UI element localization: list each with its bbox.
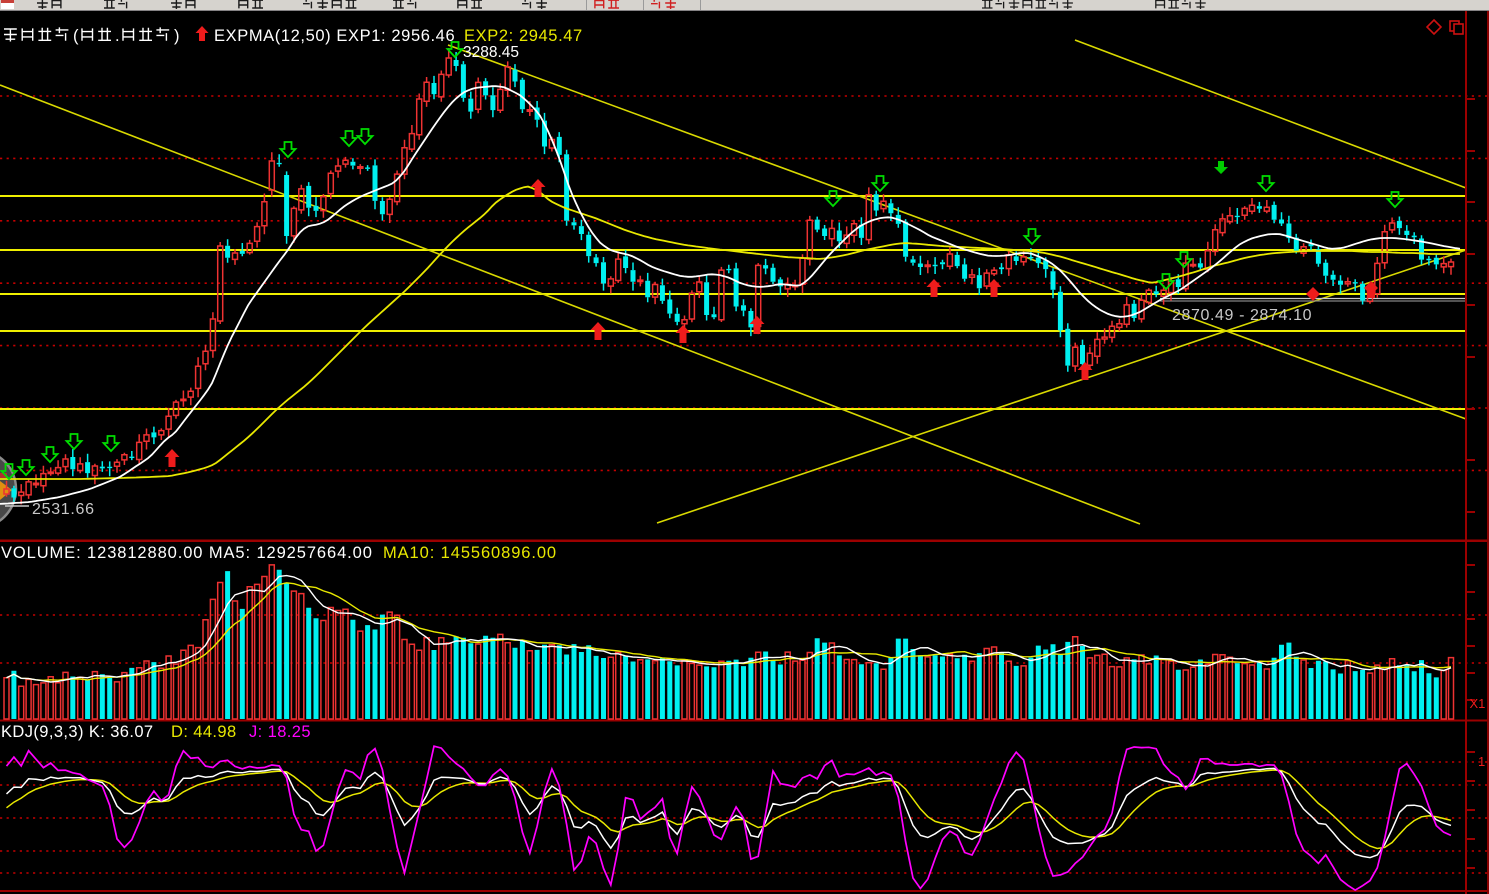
svg-text:MA10: 145560896.00: MA10: 145560896.00 bbox=[383, 544, 557, 562]
svg-text:2531.66: 2531.66 bbox=[32, 501, 95, 518]
svg-text:3288.45: 3288.45 bbox=[463, 44, 519, 61]
svg-text:D: 44.98: D: 44.98 bbox=[171, 723, 237, 741]
svg-text:1: 1 bbox=[1478, 754, 1485, 769]
svg-text:EXP2: 2945.47: EXP2: 2945.47 bbox=[464, 27, 583, 45]
svg-text:(: ( bbox=[73, 27, 79, 45]
svg-text:X1: X1 bbox=[1470, 696, 1486, 711]
svg-text:J: 18.25: J: 18.25 bbox=[249, 723, 311, 741]
svg-text:KDJ(9,3,3) K: 36.07: KDJ(9,3,3) K: 36.07 bbox=[1, 723, 154, 741]
svg-text:EXPMA(12,50) EXP1: 2956.46: EXPMA(12,50) EXP1: 2956.46 bbox=[214, 27, 455, 45]
svg-text:2870.49 - 2874.10: 2870.49 - 2874.10 bbox=[1172, 307, 1312, 324]
svg-text:VOLUME: 123812880.00 MA5: 129: VOLUME: 123812880.00 MA5: 129257664.00 bbox=[1, 544, 373, 562]
svg-text:): ) bbox=[174, 27, 180, 45]
svg-text:.: . bbox=[115, 27, 120, 45]
